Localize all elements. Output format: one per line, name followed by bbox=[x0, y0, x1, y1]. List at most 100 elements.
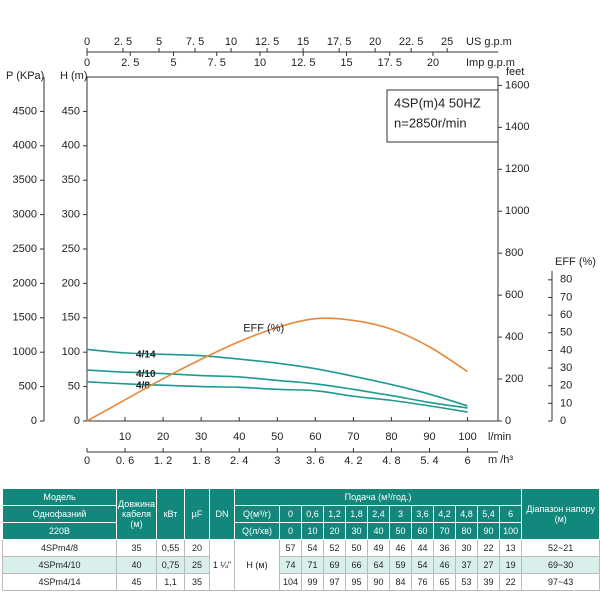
table-cell: 52~21 bbox=[521, 539, 600, 557]
table-cell: 4SPm4/14 bbox=[2, 573, 117, 591]
yf-tick-label: 1200 bbox=[505, 163, 529, 175]
table-cell: 66 bbox=[345, 556, 368, 574]
axis-title: EFF (%) bbox=[555, 256, 596, 268]
yf-tick-label: 400 bbox=[505, 331, 523, 343]
yp-tick-label: 1000 bbox=[13, 346, 37, 358]
x-tick-label: 30 bbox=[195, 431, 207, 443]
yf-tick-label: 600 bbox=[505, 289, 523, 301]
y-tick-label: 100 bbox=[62, 346, 80, 358]
table-cell: 97 bbox=[323, 573, 346, 591]
x2-tick-label: 3. 6 bbox=[306, 455, 324, 467]
y2-tick-label: 60 bbox=[560, 309, 572, 321]
header-cell: 40 bbox=[367, 522, 390, 540]
spec-table: Модель Довжина кабеля (м) кВт μF DN Подача (м… bbox=[2, 488, 600, 591]
table-cell: 69~30 bbox=[521, 556, 600, 574]
y-tick-label: 150 bbox=[62, 312, 80, 324]
x-tick-label: 40 bbox=[233, 431, 245, 443]
table-cell: 99 bbox=[301, 573, 324, 591]
header-cell: Довжина кабеля (м) bbox=[116, 488, 157, 540]
table-cell: 59 bbox=[389, 556, 412, 574]
header-cell: 0,6 bbox=[301, 505, 324, 523]
y2-tick-label: 70 bbox=[560, 291, 572, 303]
table-row: Модель Довжина кабеля (м) кВт μF DN Подача (м… bbox=[2, 488, 600, 540]
table-cell: 0,75 bbox=[156, 556, 185, 574]
chart: 4SP(m)4 50HZ n=2850r/min P (KPa) H (m) f… bbox=[6, 36, 596, 467]
axis-title: US g.p.m bbox=[466, 36, 512, 48]
table-cell: 84 bbox=[389, 573, 412, 591]
yp-tick-label: 500 bbox=[19, 381, 37, 393]
table-cell: 76 bbox=[411, 573, 434, 591]
x4-tick-label: 17. 5 bbox=[377, 57, 401, 69]
x4-tick-label: 20 bbox=[427, 57, 439, 69]
x2-tick-label: 3 bbox=[274, 455, 280, 467]
x3-tick-label: 25 bbox=[441, 36, 453, 48]
y2-tick-label: 20 bbox=[560, 380, 572, 392]
x4-tick-label: 5 bbox=[170, 57, 176, 69]
table-cell: 1 ¼" bbox=[209, 539, 235, 591]
header-cell: кВт bbox=[156, 488, 185, 540]
y-tick-label: 450 bbox=[62, 105, 80, 117]
table-cell: 4SPm4/10 bbox=[2, 556, 117, 574]
series-label: 4/8 bbox=[136, 380, 150, 391]
series-line bbox=[86, 317, 468, 422]
y-tick-label: 400 bbox=[62, 140, 80, 152]
table-row: 4SPm4/14 45 1,1 35 104 99 97 95 90 84 76 65 53 39 22 97… bbox=[2, 573, 600, 591]
table-cell: 19 bbox=[498, 556, 523, 574]
table-cell: 49 bbox=[367, 539, 390, 557]
header-cell: 0 bbox=[279, 522, 302, 540]
axis-title: feet bbox=[506, 66, 524, 78]
yp-tick-label: 2500 bbox=[13, 243, 37, 255]
x-tick-label: 100 bbox=[458, 431, 476, 443]
y2-tick-label: 40 bbox=[560, 344, 572, 356]
header-cell: 4,2 bbox=[433, 505, 456, 523]
chart-title: 4SP(m)4 50HZ bbox=[394, 95, 481, 110]
y-tick-label: 0 bbox=[74, 415, 80, 427]
header-cell: 5,4 bbox=[477, 505, 500, 523]
x2-tick-label: 2. 4 bbox=[230, 455, 248, 467]
x-tick-label: 10 bbox=[119, 431, 131, 443]
x2-tick-label: 1. 8 bbox=[192, 455, 210, 467]
table-cell: 54 bbox=[411, 556, 434, 574]
table-cell: 30 bbox=[455, 539, 478, 557]
header-cell: 0 bbox=[279, 505, 302, 523]
header-cell: 80 bbox=[455, 522, 478, 540]
axis-title: H (m) bbox=[60, 70, 88, 82]
header-cell: 1,2 bbox=[323, 505, 346, 523]
table-cell: 54 bbox=[301, 539, 324, 557]
table-cell: 97~43 bbox=[521, 573, 600, 591]
header-cell: 1,8 bbox=[345, 505, 368, 523]
x-tick-label: 60 bbox=[309, 431, 321, 443]
table-cell: 44 bbox=[411, 539, 434, 557]
x2-tick-label: 6 bbox=[464, 455, 470, 467]
header-cell: Q(м³/г) bbox=[234, 505, 280, 523]
series-label: 4/14 bbox=[136, 350, 156, 361]
x2-tick-label: 4. 2 bbox=[344, 455, 362, 467]
table-cell: 95 bbox=[345, 573, 368, 591]
yp-tick-label: 3500 bbox=[13, 174, 37, 186]
table-cell: 64 bbox=[367, 556, 390, 574]
table-cell: 46 bbox=[389, 539, 412, 557]
y-tick-label: 200 bbox=[62, 277, 80, 289]
yp-tick-label: 2000 bbox=[13, 277, 37, 289]
table-cell: 52 bbox=[323, 539, 346, 557]
annotation-box bbox=[386, 89, 499, 143]
series-line bbox=[86, 348, 468, 407]
table-cell: 4SPm4/8 bbox=[2, 539, 117, 557]
header-cell: 3,6 bbox=[411, 505, 434, 523]
y-tick-label: 300 bbox=[62, 209, 80, 221]
yp-tick-label: 4500 bbox=[13, 105, 37, 117]
table-cell: 74 bbox=[279, 556, 302, 574]
x3-tick-label: 15 bbox=[297, 36, 309, 48]
table-cell: 1,1 bbox=[156, 573, 185, 591]
axis-title: l/min bbox=[488, 431, 511, 443]
header-cell: Q(л/хв) bbox=[234, 522, 280, 540]
x2-tick-label: 0 bbox=[84, 455, 90, 467]
header-cell: 220В bbox=[2, 522, 117, 540]
table-cell: 27 bbox=[477, 556, 500, 574]
table-cell: 36 bbox=[433, 539, 456, 557]
table-cell: 22 bbox=[477, 539, 500, 557]
table-row: 4SPm4/10 40 0,75 25 74 71 69 66 64 59 54 46 37 27 19 69… bbox=[2, 556, 600, 574]
yf-tick-label: 1600 bbox=[505, 79, 529, 91]
header-cell: 3 bbox=[389, 505, 412, 523]
